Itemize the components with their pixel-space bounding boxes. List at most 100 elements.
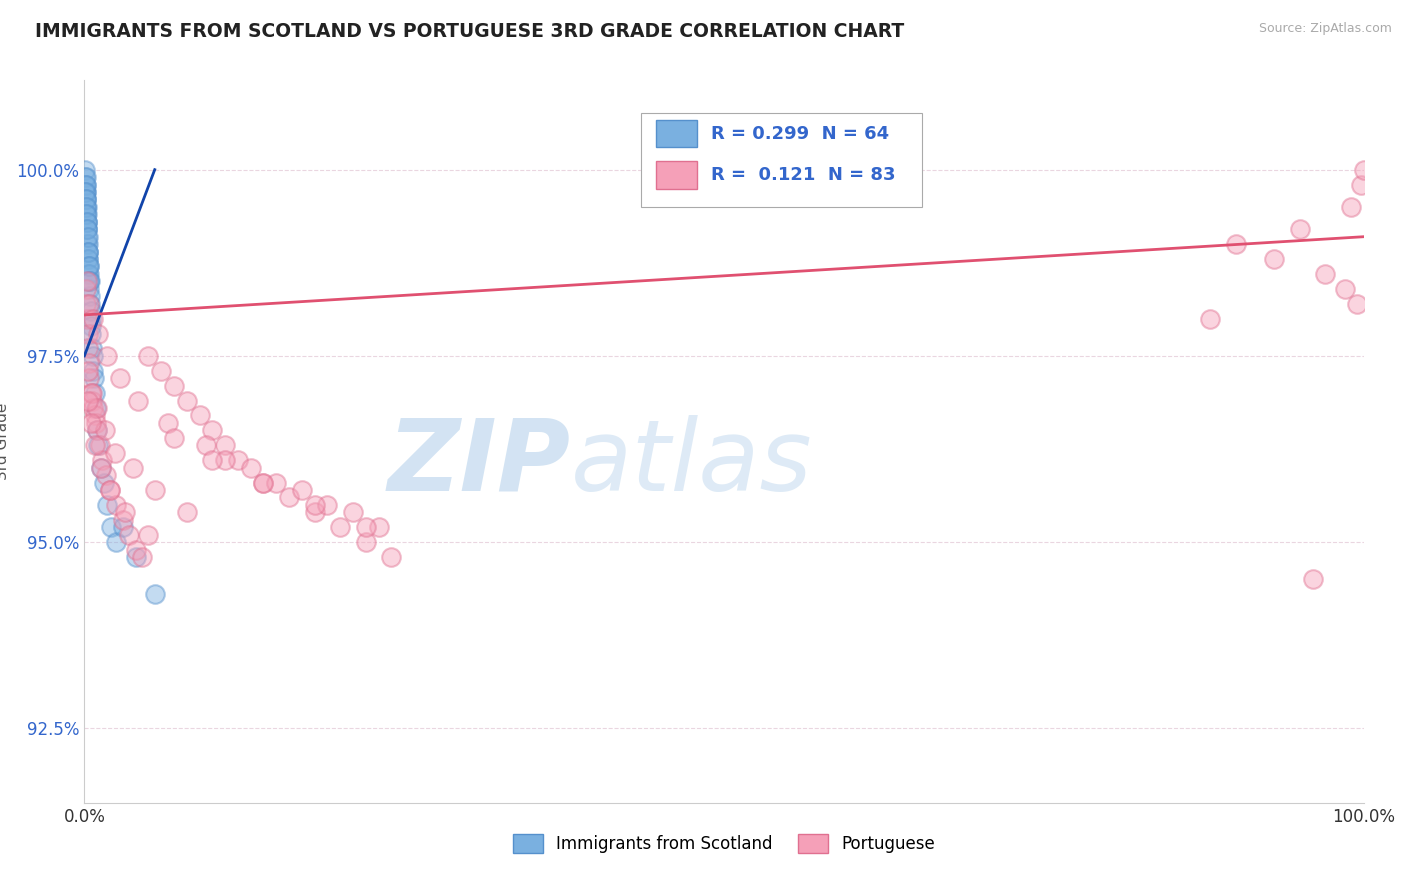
Point	[354, 520, 377, 534]
Text: Source: ZipAtlas.com: Source: ZipAtlas.com	[1258, 22, 1392, 36]
Point	[80, 386, 103, 401]
Point	[131, 549, 153, 564]
Point	[111, 513, 134, 527]
Point	[90, 460, 112, 475]
Point	[86, 423, 108, 437]
Point	[105, 535, 128, 549]
Point	[82, 364, 104, 378]
Point	[83, 371, 105, 385]
Point	[1263, 252, 1285, 266]
Y-axis label: 3rd Grade: 3rd Grade	[0, 403, 10, 480]
Point	[114, 505, 136, 519]
Point	[80, 393, 103, 408]
Legend: Immigrants from Scotland, Portuguese: Immigrants from Scotland, Portuguese	[506, 827, 942, 860]
Point	[143, 587, 166, 601]
Point	[84, 401, 107, 415]
Point	[76, 237, 98, 252]
Point	[79, 371, 101, 385]
Point	[98, 483, 121, 497]
Point	[264, 475, 288, 490]
Point	[77, 260, 100, 274]
Point	[176, 393, 198, 408]
Point	[75, 170, 97, 185]
Point	[77, 364, 100, 378]
Point	[163, 378, 186, 392]
Point	[77, 267, 100, 281]
Point	[138, 349, 160, 363]
Text: atlas: atlas	[571, 415, 813, 512]
Point	[329, 520, 352, 534]
Point	[76, 274, 98, 288]
Point	[75, 185, 97, 199]
Point	[93, 475, 115, 490]
Point	[143, 483, 166, 497]
Point	[75, 193, 97, 207]
Point	[214, 453, 236, 467]
Point	[105, 498, 128, 512]
Text: R =  0.121  N = 83: R = 0.121 N = 83	[711, 166, 896, 184]
Point	[79, 289, 101, 303]
Point	[75, 193, 97, 207]
Point	[80, 326, 103, 341]
Point	[75, 185, 97, 199]
Point	[1315, 267, 1337, 281]
Point	[86, 401, 108, 415]
Point	[76, 311, 98, 326]
Point	[122, 460, 145, 475]
Point	[77, 244, 100, 259]
Point	[163, 431, 186, 445]
Point	[83, 409, 105, 423]
Point	[201, 423, 224, 437]
Point	[239, 460, 262, 475]
Point	[367, 520, 389, 534]
Point	[76, 215, 98, 229]
Point	[111, 520, 134, 534]
Point	[77, 342, 100, 356]
Point	[1288, 222, 1310, 236]
Point	[82, 349, 104, 363]
Point	[83, 386, 105, 401]
Point	[96, 498, 118, 512]
Point	[1346, 297, 1368, 311]
Point	[80, 416, 103, 430]
Point	[156, 416, 179, 430]
Point	[1353, 162, 1375, 177]
Point	[124, 549, 146, 564]
Point	[91, 453, 114, 467]
Point	[77, 260, 100, 274]
Point	[201, 453, 224, 467]
Point	[73, 178, 96, 192]
Point	[118, 527, 141, 541]
Point	[127, 393, 149, 408]
Point	[342, 505, 364, 519]
Point	[80, 319, 103, 334]
Point	[75, 185, 97, 199]
Point	[86, 423, 108, 437]
Point	[124, 542, 146, 557]
Text: IMMIGRANTS FROM SCOTLAND VS PORTUGUESE 3RD GRADE CORRELATION CHART: IMMIGRANTS FROM SCOTLAND VS PORTUGUESE 3…	[35, 22, 904, 41]
Point	[82, 401, 104, 415]
Point	[77, 267, 100, 281]
Point	[75, 170, 97, 185]
Point	[354, 535, 377, 549]
Point	[76, 229, 98, 244]
Point	[194, 438, 217, 452]
Point	[79, 274, 101, 288]
Point	[1302, 572, 1324, 586]
Point	[188, 409, 211, 423]
Point	[214, 438, 236, 452]
Point	[138, 527, 160, 541]
Point	[79, 274, 101, 288]
Point	[176, 505, 198, 519]
Point	[76, 229, 98, 244]
Point	[75, 297, 97, 311]
Point	[252, 475, 274, 490]
Point	[75, 200, 97, 214]
Point	[84, 438, 107, 452]
Point	[76, 326, 98, 341]
Point	[304, 498, 326, 512]
Point	[1340, 200, 1362, 214]
Point	[150, 364, 173, 378]
Point	[75, 207, 97, 221]
Point	[77, 260, 100, 274]
